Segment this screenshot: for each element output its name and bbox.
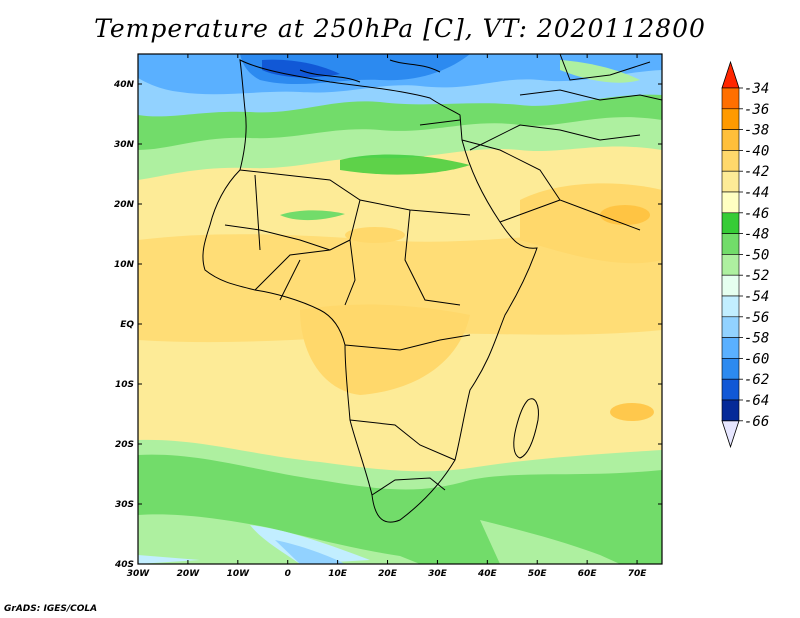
lon-tick-label: 70E bbox=[628, 569, 648, 579]
lat-tick-label: 20S bbox=[115, 440, 134, 450]
longitude-ticks: 30W 20W 10W 0 10E 20E 30E 40E 50E 60E 70E bbox=[127, 54, 647, 579]
colorbar-swatch bbox=[721, 129, 740, 151]
colorbar-label: -46 bbox=[744, 206, 769, 222]
colorbar: -34 -36 -38 -40 -42 -44 -46 -48 -50 -52 -54 -56 -58 -… bbox=[721, 60, 769, 449]
grads-credit: GrADS: IGES/COLA bbox=[4, 604, 98, 614]
colorbar-label: -66 bbox=[744, 414, 769, 430]
colorbar-label: -64 bbox=[744, 393, 769, 409]
colorbar-swatch bbox=[721, 316, 740, 338]
colorbar-swatch bbox=[721, 87, 740, 110]
lat-tick-label: 40S bbox=[114, 560, 134, 570]
lat-tick-label: 20N bbox=[114, 200, 135, 210]
lon-tick-label: 40E bbox=[477, 569, 498, 579]
colorbar-swatch bbox=[721, 274, 740, 297]
lat-tick-label: 10N bbox=[114, 260, 135, 270]
lon-tick-label: 0 bbox=[285, 569, 291, 579]
colorbar-label: -48 bbox=[744, 227, 769, 243]
colorbar-label: -60 bbox=[744, 351, 769, 367]
latitude-ticks: 40S 30S 20S 10S EQ 10N 20N 30N 40N bbox=[113, 80, 662, 570]
colorbar-label: -50 bbox=[744, 247, 769, 263]
map-frame bbox=[137, 53, 663, 565]
temperature-field bbox=[138, 54, 662, 564]
colorbar-swatch bbox=[721, 254, 740, 276]
lat-tick-label: 40N bbox=[113, 80, 135, 90]
lat-tick-label: 10S bbox=[115, 380, 134, 390]
lon-tick-label: 10W bbox=[227, 569, 251, 579]
colorbar-label: -54 bbox=[744, 289, 769, 305]
colorbar-swatch bbox=[721, 191, 740, 214]
colorbar-label: -52 bbox=[744, 268, 769, 284]
colorbar-bottom-arrow bbox=[721, 420, 740, 449]
colorbar-label: -36 bbox=[744, 102, 769, 118]
lon-tick-label: 20E bbox=[378, 569, 398, 579]
page-title: Temperature at 250hPa [C], VT: 202011280… bbox=[94, 14, 706, 43]
colorbar-swatch bbox=[721, 233, 740, 255]
colorbar-label: -38 bbox=[744, 123, 769, 139]
lon-tick-label: 60E bbox=[578, 569, 598, 579]
colorbar-swatch bbox=[721, 358, 740, 380]
colorbar-swatch bbox=[721, 108, 740, 130]
colorbar-swatch bbox=[721, 378, 740, 401]
colorbar-label: -42 bbox=[744, 164, 769, 180]
lon-tick-label: 30W bbox=[127, 569, 151, 579]
colorbar-swatch bbox=[721, 150, 740, 172]
colorbar-swatch bbox=[721, 399, 740, 422]
lon-tick-label: 10E bbox=[328, 569, 348, 579]
lon-tick-label: 50E bbox=[528, 569, 548, 579]
colorbar-label: -56 bbox=[744, 310, 769, 326]
colorbar-label: -40 bbox=[744, 143, 769, 159]
lon-tick-label: 30E bbox=[428, 569, 448, 579]
lat-tick-label: 30S bbox=[115, 500, 134, 510]
colorbar-label: -34 bbox=[744, 81, 769, 97]
coastlines-borders bbox=[202, 54, 662, 523]
colorbar-swatch bbox=[721, 295, 740, 318]
lon-tick-label: 20W bbox=[177, 569, 201, 579]
colorbar-label: -44 bbox=[744, 185, 769, 201]
colorbar-swatch bbox=[721, 337, 740, 359]
colorbar-swatch bbox=[721, 212, 740, 234]
lat-tick-label: EQ bbox=[120, 320, 134, 330]
colorbar-label: -62 bbox=[744, 372, 769, 388]
colorbar-label: -58 bbox=[744, 331, 769, 347]
colorbar-swatch bbox=[721, 170, 740, 193]
colorbar-top-arrow bbox=[721, 60, 740, 89]
lat-tick-label: 30N bbox=[114, 140, 135, 150]
